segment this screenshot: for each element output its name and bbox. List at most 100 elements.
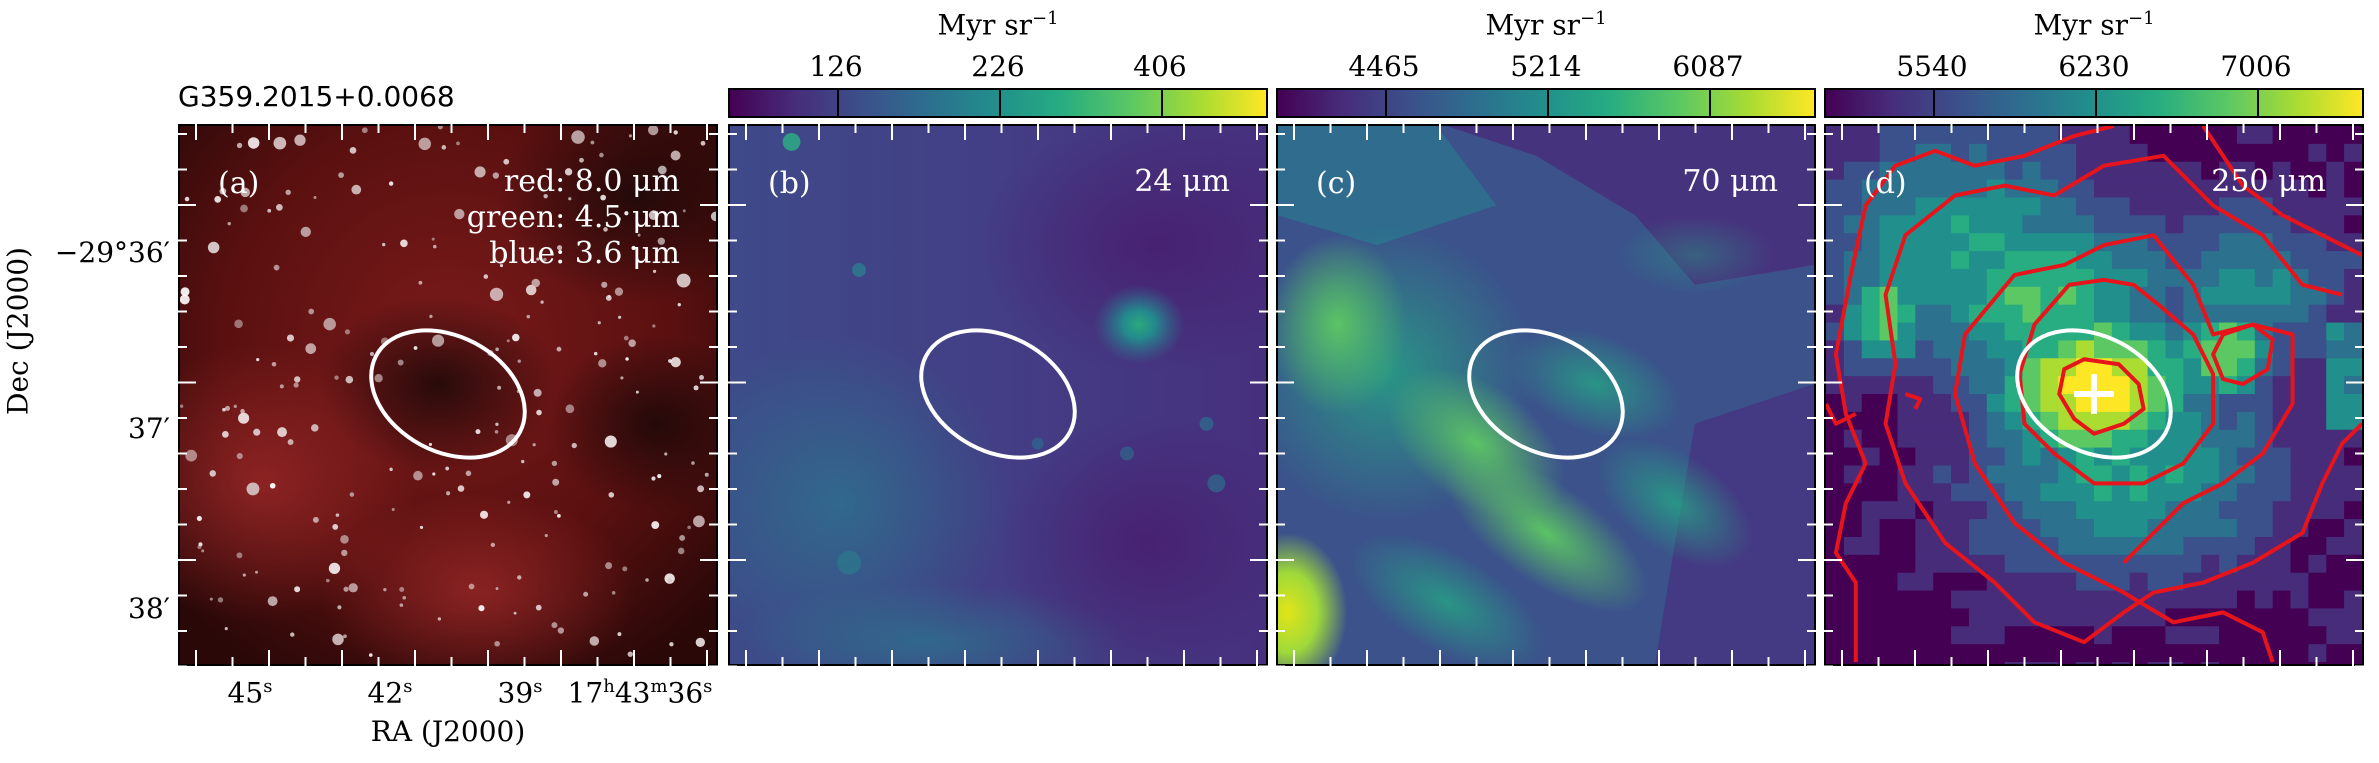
map-pixel <box>2344 358 2362 377</box>
star <box>341 549 348 557</box>
map-pixel <box>2326 519 2345 538</box>
map-pixel <box>1861 608 1881 627</box>
map-pixel <box>2040 536 2059 556</box>
star <box>625 357 629 361</box>
map-pixel <box>1861 501 1881 520</box>
colorbar-tick: 6087 <box>1672 50 1744 83</box>
map-pixel <box>2111 161 2131 181</box>
map-pixel <box>1843 304 1863 324</box>
map-pixel <box>2147 501 2166 520</box>
rgb-image <box>180 126 716 664</box>
map-pixel <box>1933 251 1952 270</box>
aperture-ellipse <box>369 328 527 460</box>
map-pixel <box>2219 501 2238 520</box>
star <box>631 245 636 251</box>
map-pixel <box>2111 143 2131 163</box>
star <box>645 578 649 582</box>
map-pixel <box>2290 429 2309 449</box>
map-pixel <box>2219 286 2238 306</box>
map-pixel <box>2326 215 2345 234</box>
map-pixel <box>2219 465 2238 484</box>
map-pixel <box>2058 590 2077 609</box>
map-pixel <box>2201 554 2220 574</box>
map-pixel <box>2022 483 2041 502</box>
map-pixel <box>2022 590 2041 609</box>
map-pixel <box>2344 536 2362 556</box>
star <box>468 583 475 590</box>
map-pixel <box>2183 626 2202 645</box>
map-pixel <box>2147 179 2166 198</box>
map-pixel <box>2236 161 2256 181</box>
map-pixel <box>2094 662 2113 664</box>
map-pixel <box>2129 215 2149 234</box>
map-pixel <box>1986 626 2006 645</box>
star <box>441 145 447 150</box>
map-pixel <box>2308 304 2327 324</box>
map-pixel <box>2344 286 2362 306</box>
map-pixel <box>1843 447 1863 466</box>
map-pixel <box>1968 572 1988 592</box>
star <box>335 513 340 517</box>
map-pixel <box>1968 554 1988 574</box>
map-pixel <box>1933 572 1952 592</box>
star <box>285 189 291 195</box>
map-pixel <box>1879 590 1898 609</box>
star <box>651 476 656 481</box>
map-pixel <box>2326 411 2345 431</box>
map-pixel <box>2236 197 2256 216</box>
map-pixel <box>1897 394 1916 413</box>
map-pixel <box>1933 322 1952 341</box>
map-pixel <box>1826 251 1845 270</box>
map-pixel <box>2201 590 2220 609</box>
map-pixel <box>1843 394 1863 413</box>
map-pixel <box>2129 554 2149 574</box>
map-pixel <box>1826 662 1845 664</box>
star <box>670 356 681 368</box>
star <box>217 597 224 603</box>
star <box>474 166 486 178</box>
map-pixel <box>1879 179 1898 198</box>
map-pixel <box>2129 483 2149 502</box>
star <box>437 126 443 130</box>
colorbar-gradient <box>1276 88 1816 118</box>
map-pixel <box>1933 394 1952 413</box>
star <box>326 578 330 583</box>
map-pixel <box>1915 626 1934 645</box>
map-pixel <box>1843 662 1863 664</box>
map-pixel <box>2290 179 2309 198</box>
map-pixel <box>2219 590 2238 609</box>
star <box>242 573 246 577</box>
map-pixel <box>2076 483 2095 502</box>
star <box>611 591 616 595</box>
star <box>240 204 248 213</box>
map-pixel <box>2326 644 2345 663</box>
star <box>343 634 347 639</box>
map-pixel <box>2219 572 2238 592</box>
star <box>286 334 295 342</box>
map-pixel <box>2040 465 2059 484</box>
map-pixel <box>2129 519 2149 538</box>
map-pixel <box>2094 554 2113 574</box>
map-pixel <box>1915 465 1934 484</box>
star <box>679 534 686 541</box>
map-pixel <box>2129 322 2149 341</box>
map-pixel <box>2219 358 2238 377</box>
map-pixel <box>2219 340 2238 359</box>
map-pixel <box>2236 536 2256 556</box>
star <box>673 130 678 135</box>
map-pixel <box>2290 465 2309 484</box>
map-pixel <box>2111 376 2131 395</box>
map-pixel <box>2147 483 2166 502</box>
map-pixel <box>2004 465 2024 484</box>
map-pixel <box>2147 447 2166 466</box>
star <box>536 409 542 416</box>
star <box>495 422 499 426</box>
colorbar-b: Myr sr−1 126 226 406 <box>728 0 1268 124</box>
map-pixel <box>2236 251 2256 270</box>
map-pixel <box>2022 197 2041 216</box>
map-pixel <box>2201 161 2220 181</box>
map-pixel <box>2254 447 2274 466</box>
map-pixel <box>2308 429 2327 449</box>
map-pixel <box>2111 322 2131 341</box>
star <box>418 280 423 285</box>
